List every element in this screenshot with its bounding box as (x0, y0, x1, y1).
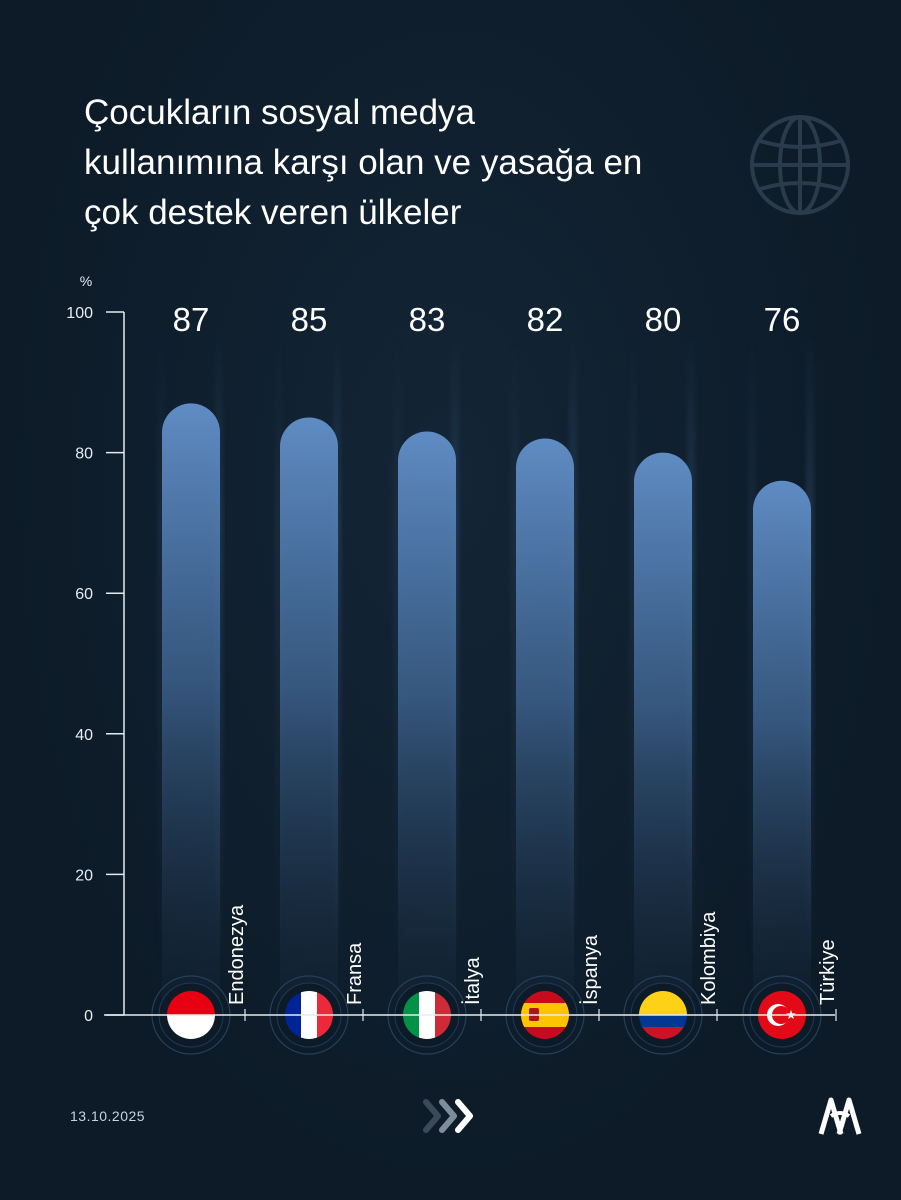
category-labels-group: Endonezya Fransa İtalya İspanya Kolombiya Tür… (226, 904, 839, 1021)
bar-glow (394, 332, 400, 975)
category-label: İtalya (461, 956, 484, 1005)
aa-logo-icon (818, 1097, 862, 1135)
y-axis-label: % (80, 273, 92, 289)
bar-fransa (280, 417, 338, 1015)
date-label: 13.10.2025 (70, 1108, 146, 1124)
bar-glow (512, 332, 518, 975)
bar-türkiye (753, 480, 811, 1016)
y-tick-label: 40 (75, 727, 93, 744)
bar-i̇spanya (516, 438, 574, 1015)
category-label: Endonezya (226, 904, 248, 1005)
category-label: Türkiye (817, 939, 839, 1005)
value-labels-group: 87 85 83 82 80 76 (173, 301, 801, 338)
category-label: Kolombiya (698, 911, 720, 1005)
y-tick-label: 0 (84, 1008, 93, 1025)
bar-glow (749, 332, 755, 975)
value-label: 87 (173, 301, 210, 338)
value-label: 83 (409, 301, 446, 338)
globe-icon (750, 115, 850, 215)
bar-glow (158, 332, 164, 975)
category-label: İspanya (579, 934, 602, 1005)
bar-glow (630, 332, 636, 975)
title-line-1: Çocukların sosyal medya (84, 93, 475, 132)
chevrons-right-icon (423, 1099, 473, 1133)
chart-title: Çocukların sosyal medya kullanımına karş… (84, 88, 734, 238)
title-line-3: çok destek veren ülkeler (84, 193, 462, 232)
y-axis: 0 20 40 60 80 100 (66, 305, 125, 1025)
value-label: 80 (645, 301, 682, 338)
bar-i̇talya (398, 431, 456, 1015)
value-label: 85 (291, 301, 328, 338)
y-tick-label: 80 (75, 446, 93, 463)
y-tick-label: 20 (75, 867, 93, 884)
bars-group (158, 332, 813, 1016)
bar-kolombiya (634, 452, 692, 1015)
bar-glow (276, 332, 282, 975)
value-label: 82 (527, 301, 564, 338)
y-tick-label: 60 (75, 586, 93, 603)
title-line-2: kullanımına karşı olan ve yasağa en (84, 143, 643, 182)
y-tick-label: 100 (66, 305, 93, 322)
category-label: Fransa (344, 942, 366, 1005)
bar-endonezya (162, 403, 220, 1015)
value-label: 76 (764, 301, 801, 338)
